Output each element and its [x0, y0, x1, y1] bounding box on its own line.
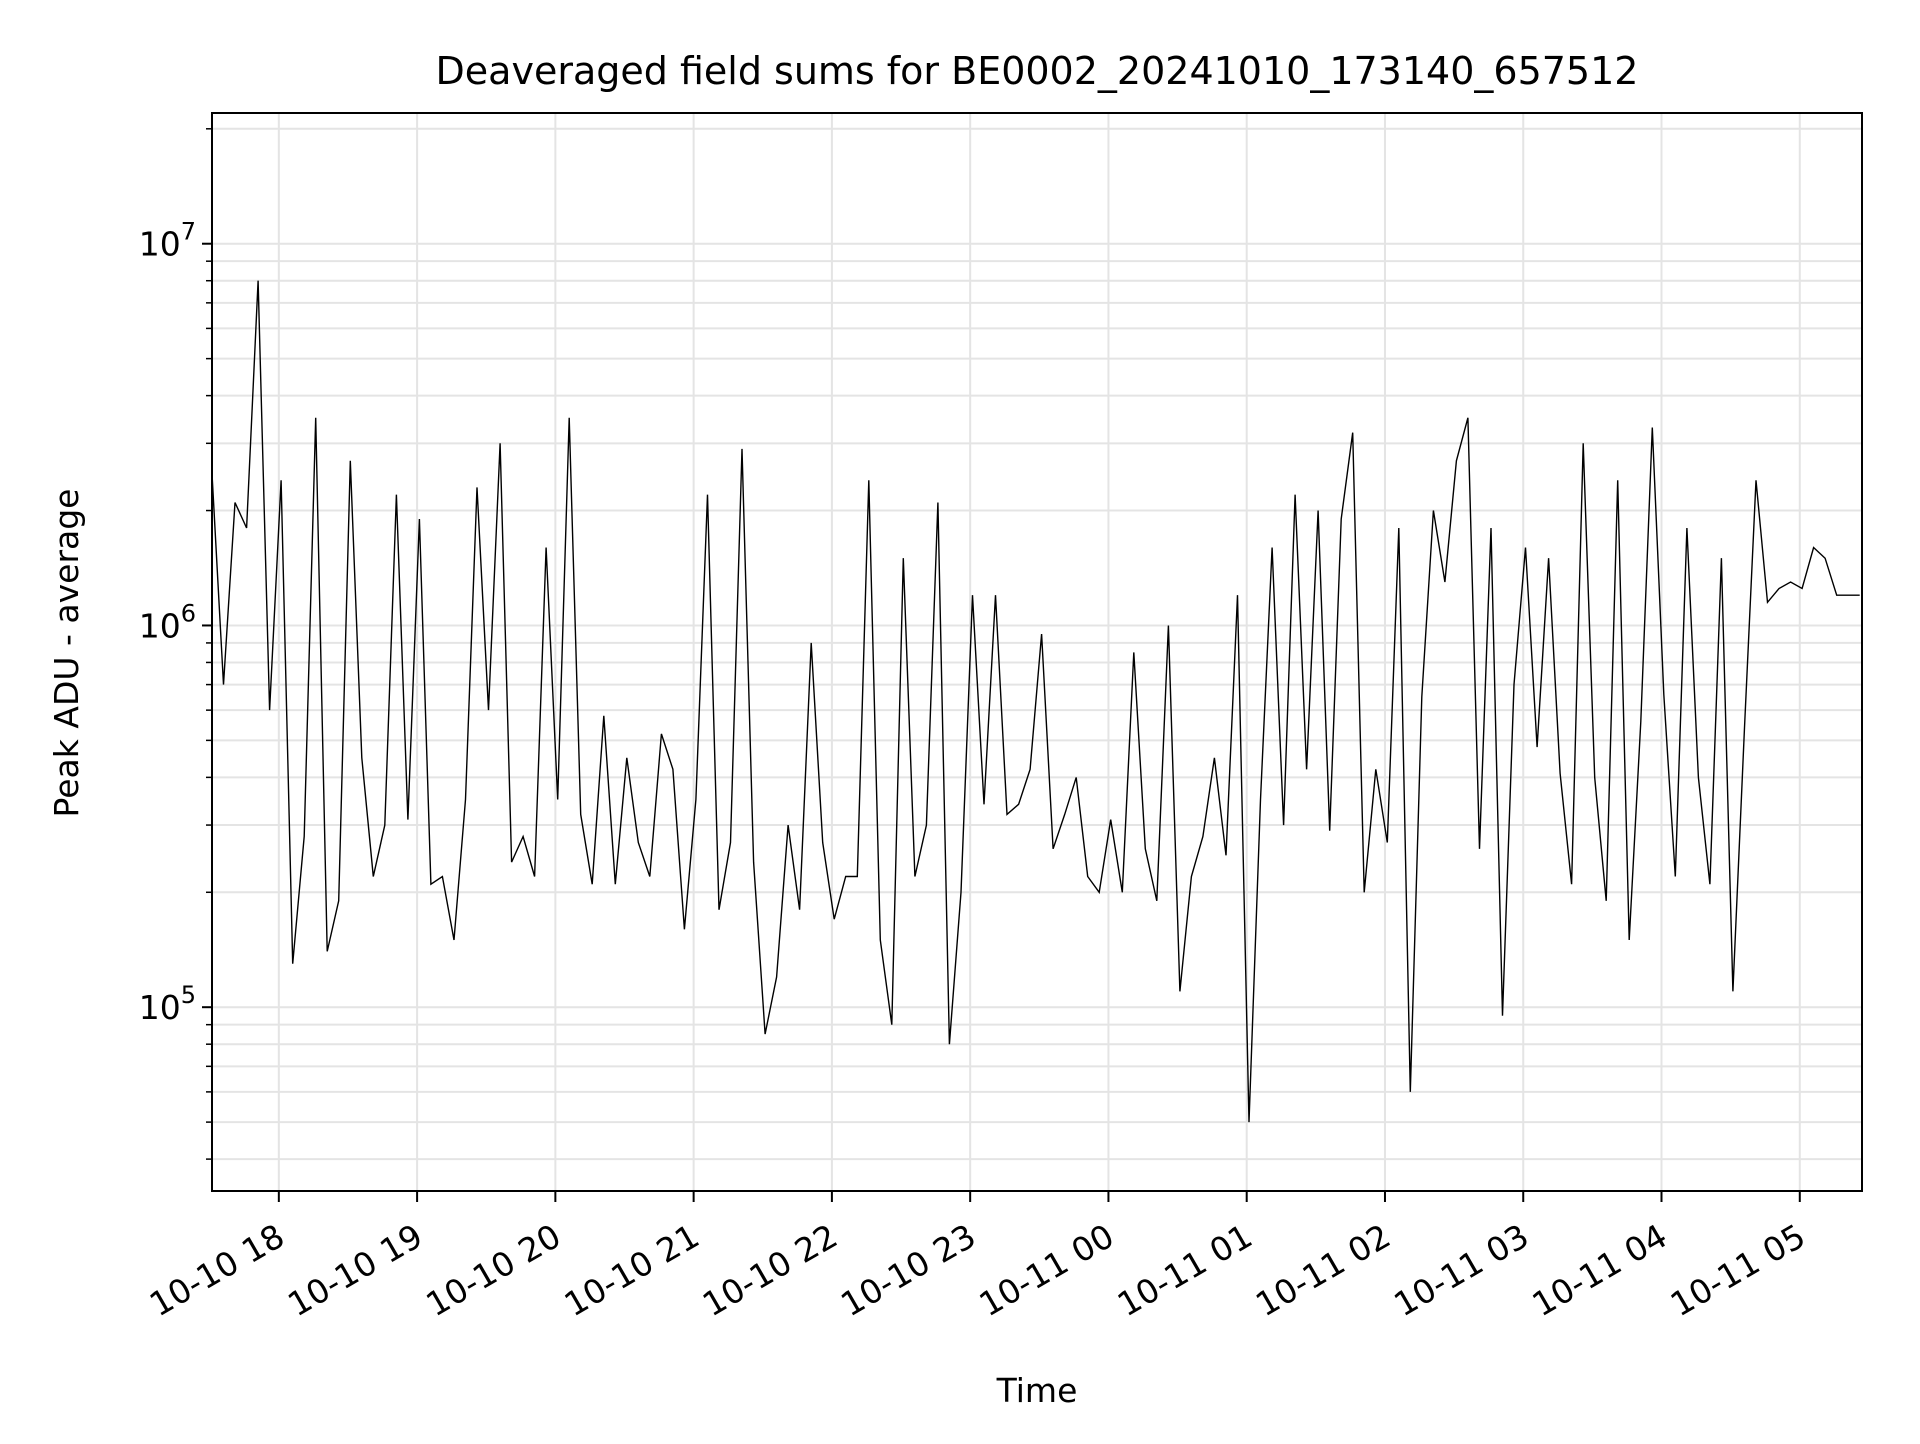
x-axis-label: Time — [996, 1371, 1078, 1410]
y-axis-label: Peak ADU - average — [47, 489, 86, 818]
y-tick-label: 106 — [139, 599, 196, 645]
grid — [212, 113, 1862, 1191]
y-tick-label-exponent: 7 — [181, 218, 196, 246]
data-series-line — [211, 280, 1860, 1123]
data-layer — [211, 280, 1860, 1123]
chart-title: Deaveraged field sums for BE0002_2024101… — [436, 49, 1639, 93]
y-tick-label-base: 10 — [139, 225, 181, 264]
y-tick-label-base: 10 — [139, 988, 181, 1027]
plot-frame — [211, 112, 1863, 1192]
y-tick-label-exponent: 6 — [181, 599, 196, 627]
y-tick-label: 107 — [139, 218, 196, 264]
y-tick-label-exponent: 5 — [181, 981, 196, 1009]
y-tick-label-base: 10 — [139, 606, 181, 645]
y-tick-label: 105 — [139, 981, 196, 1027]
